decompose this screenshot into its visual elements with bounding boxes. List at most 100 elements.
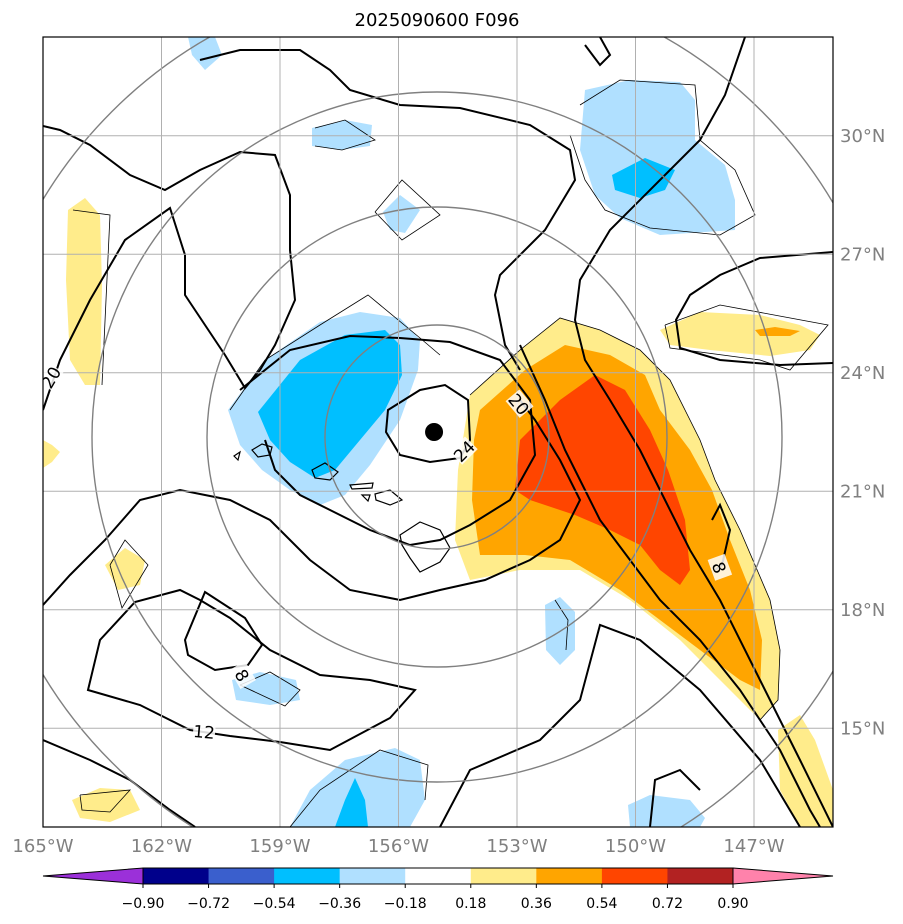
colorbar-tick-label: −0.18 — [384, 896, 427, 912]
x-tick-label: 159°W — [249, 836, 310, 857]
fill-negative-nw — [188, 37, 222, 70]
thin-contour-3 — [374, 179, 441, 241]
fill-negative-n1 — [312, 120, 372, 150]
colorbar-frame — [142, 867, 734, 885]
colorbar-tick-label: −0.54 — [253, 896, 296, 912]
y-tick-label: 27°N — [840, 244, 885, 265]
fill-negative-n2 — [383, 195, 420, 233]
thin-contour-10 — [79, 789, 131, 813]
center-marker — [425, 423, 444, 441]
island-maui — [374, 489, 404, 506]
contour-jet-1 — [584, 37, 612, 67]
fill-positive-east — [660, 312, 820, 356]
island-oahu — [311, 462, 339, 481]
thin-contour-6 — [72, 209, 111, 386]
range-rings — [43, 37, 833, 827]
contour-8-small — [183, 590, 264, 672]
contour-west-low — [43, 399, 582, 606]
chart-title: 2025090600 F096 — [355, 10, 520, 31]
thin-contour-2 — [569, 79, 756, 236]
y-tick-label: 30°N — [840, 126, 885, 147]
colorbar-tick-label: −0.72 — [187, 896, 230, 912]
thin-contour-1 — [469, 317, 781, 721]
contour-20-inner — [239, 334, 537, 547]
contour-label: 20 — [38, 364, 66, 393]
colorbar-bin — [667, 868, 734, 884]
colorbar-bin — [339, 868, 406, 884]
colorbar-bin — [143, 868, 210, 884]
contour-east — [674, 251, 833, 367]
island-kauai — [251, 443, 273, 458]
contour-jet-2 — [573, 37, 833, 827]
contour-label-bg — [192, 721, 216, 741]
y-tick-label: 15°N — [840, 718, 885, 739]
range-ring-2 — [206, 206, 668, 668]
x-axis-ticks: 165°W 162°W 159°W 156°W 153°W 150°W 147°W — [12, 836, 784, 857]
colorbar-tick-label: 0.54 — [586, 896, 617, 912]
colorbar-bin — [601, 868, 668, 884]
y-tick-label: 24°N — [840, 363, 885, 384]
contour-label-bg — [449, 436, 478, 465]
contour-label-bg — [229, 660, 257, 690]
x-tick-label: 162°W — [131, 836, 192, 857]
storm-center-dot — [425, 423, 444, 441]
colorbar-bin — [470, 868, 537, 884]
colorbar-bin — [405, 868, 472, 884]
colorbar-extend-high — [732, 867, 834, 885]
range-ring-4 — [43, 37, 833, 827]
colorbar-bin — [536, 868, 603, 884]
contour-label-bg — [707, 553, 733, 581]
colorbar: −0.90 −0.72 −0.54 −0.36 −0.18 0.18 0.36 0.54 0.7… — [42, 867, 834, 912]
range-ring-1 — [324, 324, 550, 550]
contour-12 — [86, 588, 417, 752]
colorbar-tick-label: 0.72 — [652, 896, 683, 912]
height-contours — [43, 37, 833, 827]
contour-south-2 — [439, 623, 801, 827]
contour-se-small — [649, 768, 701, 827]
island-niihau — [233, 450, 241, 462]
island-hawaii — [399, 521, 451, 573]
contour-label-bg — [505, 389, 534, 418]
fill-positive-sw — [105, 548, 145, 590]
x-tick-label: 150°W — [605, 836, 666, 857]
thin-contour-12 — [554, 599, 569, 651]
colorbar-bin — [274, 868, 341, 884]
contour-north — [199, 49, 577, 371]
thin-contour-7 — [109, 539, 149, 609]
fill-negative-s4 — [628, 795, 705, 827]
colorbar-tick-label: 0.18 — [455, 896, 486, 912]
colorbar-extend-low — [42, 867, 144, 885]
fill-positive-west-edge — [43, 440, 60, 468]
x-tick-label: 156°W — [368, 836, 429, 857]
map-frame — [42, 36, 834, 828]
fill-negative-s3-inner — [335, 778, 368, 827]
fill-negative-ne-inner — [612, 158, 675, 198]
x-tick-label: 165°W — [12, 836, 73, 857]
thin-contour-8 — [664, 304, 829, 371]
x-tick-label: 153°W — [486, 836, 547, 857]
contour-label-bg — [43, 362, 64, 392]
x-tick-label: 147°W — [723, 836, 784, 857]
y-tick-label: 21°N — [840, 481, 885, 502]
island-lanai — [360, 494, 371, 503]
y-tick-label: 18°N — [840, 600, 885, 621]
thin-contour-9 — [239, 671, 301, 707]
thin-contour-11 — [289, 749, 429, 827]
fill-negative-ne — [580, 80, 735, 235]
islands — [233, 443, 451, 573]
contour-west-big — [43, 125, 297, 411]
fill-positive-sw2 — [72, 788, 140, 822]
colorbar-tick-label: −0.36 — [318, 896, 361, 912]
island-molokai — [349, 482, 374, 490]
colorbar-tick-label: 0.36 — [521, 896, 552, 912]
y-axis-ticks: 15°N 18°N 21°N 24°N 27°N 30°N — [840, 126, 885, 740]
colorbar-tick-label: 0.90 — [717, 896, 748, 912]
gridlines — [43, 37, 833, 827]
contour-label: 12 — [192, 722, 215, 744]
range-ring-3 — [91, 91, 783, 783]
colorbar-tick-label: −0.90 — [122, 896, 165, 912]
thin-contours — [72, 79, 829, 827]
colorbar-bin — [208, 868, 275, 884]
